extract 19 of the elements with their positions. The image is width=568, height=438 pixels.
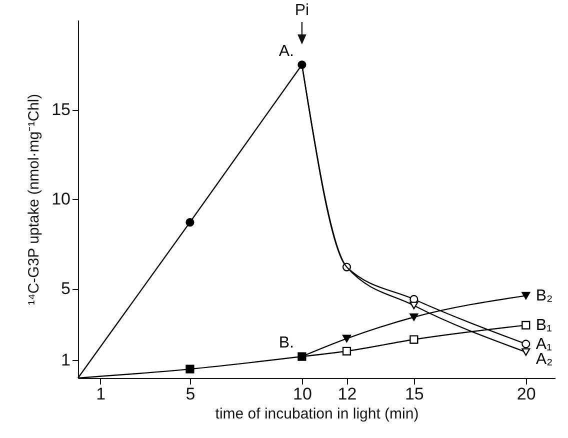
x-tick-label: 12	[338, 384, 357, 404]
y-tick-label: 15	[52, 100, 70, 119]
x-tick-label: 1	[96, 384, 106, 404]
series-label: A₂	[536, 350, 553, 368]
y-tick-label: 1	[61, 350, 70, 370]
annotation: Pi	[294, 2, 310, 19]
series-label: A.	[278, 42, 294, 60]
x-axis-title: time of incubation in light (min)	[215, 406, 419, 422]
y-axis-title: ¹⁴C-G3P uptake (nmol·mg⁻¹Chl)	[26, 94, 43, 306]
x-tick-label: 10	[292, 384, 312, 404]
series-label: B₂	[536, 288, 553, 305]
series-label: B.	[278, 334, 294, 352]
x-tick-label: 5	[186, 384, 196, 404]
series-label: B₁	[536, 317, 552, 334]
y-tick-label: 10	[52, 190, 70, 208]
series-label: A₁	[536, 336, 552, 353]
x-tick-label: 20	[516, 384, 536, 404]
x-tick-label: 15	[404, 384, 424, 404]
y-tick-label: 5	[61, 279, 70, 298]
